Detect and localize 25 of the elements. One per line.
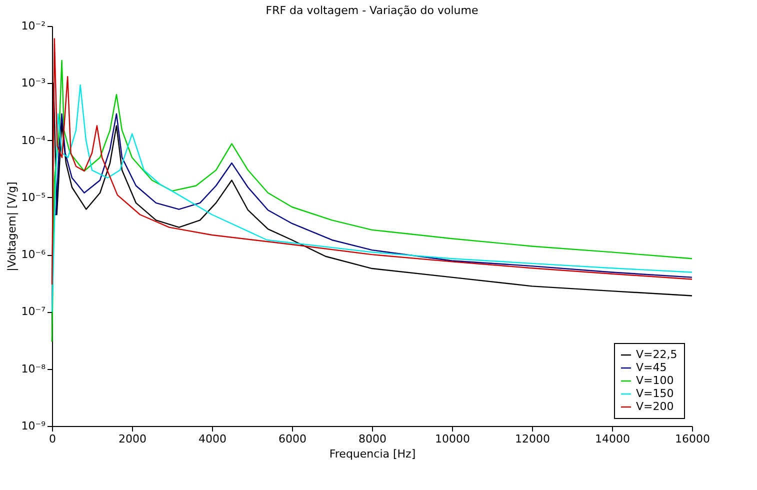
y-tick-label: 10⁻⁶ — [21, 248, 46, 262]
y-tick-label: 10⁻⁴ — [21, 134, 46, 147]
x-tick-label: 6000 — [278, 432, 306, 446]
y-tick-label: 10⁻⁹ — [21, 420, 46, 432]
x-tick-label: 2000 — [118, 432, 146, 446]
x-axis-title: Frequencia [Hz] — [329, 448, 416, 460]
legend-label: V=100 — [636, 374, 674, 387]
y-tick-label: 10⁻⁷ — [21, 305, 46, 318]
chart-title: FRF da voltagem - Variação do volume — [266, 4, 478, 17]
legend-label: V=200 — [636, 400, 674, 413]
legend-label: V=45 — [636, 361, 667, 374]
y-tick-label: 10⁻³ — [21, 76, 46, 90]
x-tick-label: 12000 — [515, 432, 550, 446]
x-tick-label: 4000 — [198, 432, 226, 446]
legend-label: V=150 — [636, 387, 674, 400]
y-tick-label: 10⁻⁸ — [21, 362, 46, 376]
legend-label: V=22,5 — [636, 348, 678, 361]
y-axis-title: |Voltagem| [V/g] — [5, 182, 18, 272]
x-tick-label: 8000 — [358, 432, 386, 446]
x-tick-label: 16000 — [675, 432, 710, 446]
y-tick-label: 10⁻⁵ — [21, 190, 46, 204]
x-tick-label: 10000 — [435, 432, 470, 446]
x-tick-label: 0 — [49, 432, 56, 446]
y-tick-label: 10⁻² — [21, 20, 46, 32]
x-tick-label: 14000 — [595, 432, 630, 446]
